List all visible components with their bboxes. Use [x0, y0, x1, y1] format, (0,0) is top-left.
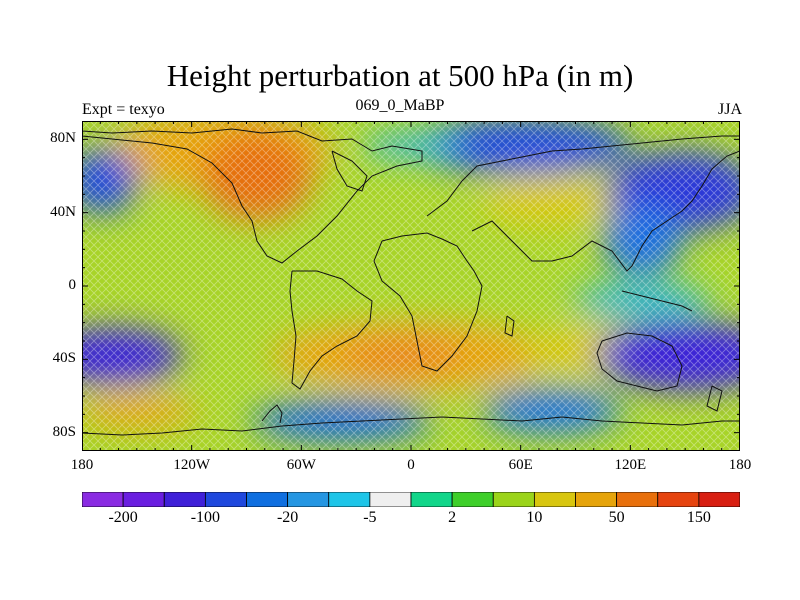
- lon-label: 120W: [173, 457, 210, 473]
- coast-madagascar: [504, 315, 515, 337]
- map-panel: [82, 121, 740, 451]
- coast-eurasia: [426, 135, 740, 217]
- field-hatching: [82, 121, 740, 451]
- lat-label: 80N: [50, 130, 76, 147]
- lat-label: 0: [68, 277, 77, 293]
- colorbar-label: 2: [448, 509, 457, 526]
- colorbar-swatch: [204, 492, 247, 507]
- coast-antarctic-peninsula: [261, 404, 283, 424]
- season-label: JJA: [717, 101, 742, 118]
- lon-label: 60E: [508, 457, 533, 473]
- axis-ticks: [82, 121, 740, 451]
- colorbar-label: -200: [108, 509, 138, 526]
- lat-label: 40N: [50, 203, 76, 220]
- lon-label: 180: [70, 457, 94, 473]
- lat-label: 80S: [52, 423, 76, 440]
- colorbar-swatch: [82, 492, 124, 507]
- colorbar-swatch: [657, 492, 700, 507]
- height-perturbation-map: [82, 121, 740, 451]
- colorbar-swatch: [287, 492, 330, 507]
- plot-title: Height perturbation at 500 hPa (in m): [166, 58, 634, 93]
- coast-indonesia: [621, 290, 693, 312]
- colorbar-swatch: [698, 492, 740, 507]
- colorbar-swatch: [246, 492, 289, 507]
- colorbar: [82, 492, 740, 507]
- colorbar-swatch: [616, 492, 659, 507]
- lon-label: 120E: [614, 457, 647, 473]
- colorbar-swatch: [533, 492, 576, 507]
- coast-antarctica: [82, 416, 740, 436]
- colorbar-label: 50: [608, 509, 625, 526]
- coastlines: [82, 128, 740, 436]
- coast-africa: [373, 232, 483, 372]
- colorbar-swatch: [575, 492, 618, 507]
- lon-label: 180: [728, 457, 752, 473]
- coast-south-america: [289, 270, 373, 390]
- lon-label: 60W: [286, 457, 316, 473]
- colorbar-swatch: [122, 492, 165, 507]
- colorbar-swatch: [492, 492, 535, 507]
- colorbar-label: 150: [686, 509, 711, 526]
- colorbar-swatch: [328, 492, 371, 507]
- lon-label: 0: [407, 457, 415, 473]
- time-label: 069_0_MaBP: [355, 97, 445, 114]
- lat-label: 40S: [52, 350, 76, 367]
- colorbar-label: -5: [363, 509, 377, 526]
- experiment-label: Expt = texyo: [82, 101, 165, 118]
- coast-nz: [706, 385, 723, 412]
- colorbar-label: -100: [190, 509, 221, 526]
- colorbar-label: 10: [526, 509, 543, 526]
- colorbar-swatch: [369, 492, 412, 507]
- colorbar-swatch: [163, 492, 206, 507]
- coast-australia: [596, 332, 683, 392]
- coast-greenland: [331, 150, 368, 192]
- colorbar-swatch: [451, 492, 494, 507]
- colorbar-swatch: [410, 492, 453, 507]
- colorbar-label: -20: [276, 509, 299, 526]
- coast-asia-south: [471, 150, 740, 272]
